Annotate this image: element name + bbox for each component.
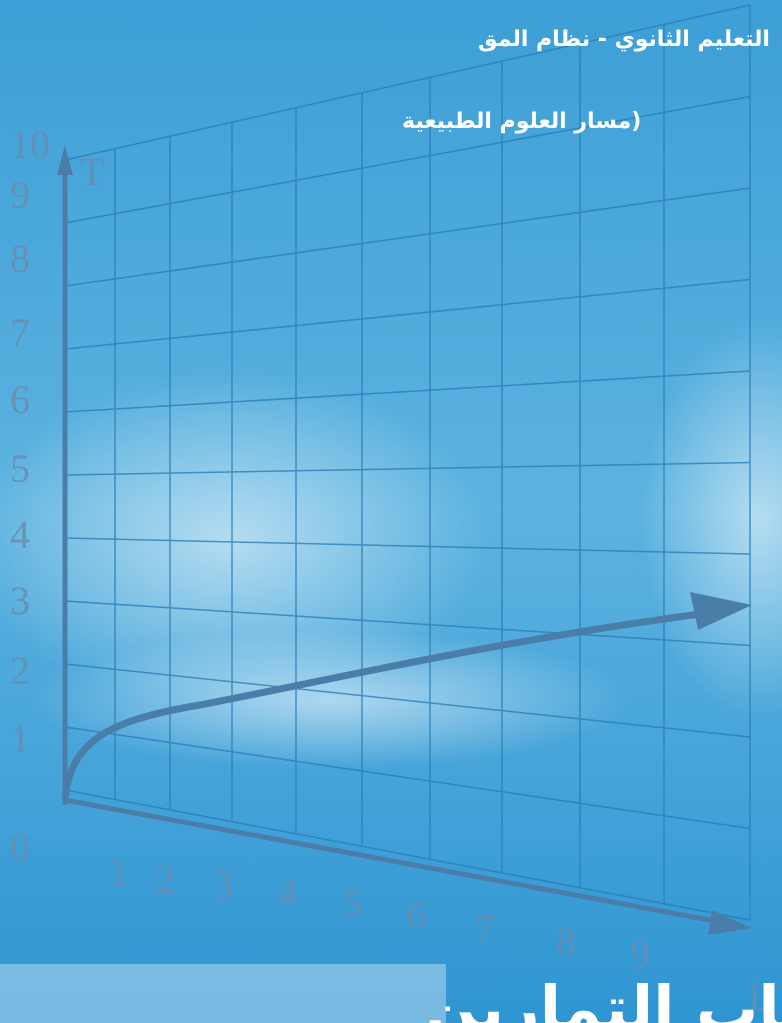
y-label: 9 [10, 172, 30, 217]
y-label: 4 [10, 512, 30, 557]
y-label: 10 [10, 122, 50, 167]
x-axis-arrow [708, 910, 752, 935]
x-label: 5 [342, 880, 362, 925]
grid-line [64, 600, 751, 647]
y-label: 8 [10, 236, 30, 281]
grid-line [64, 789, 751, 921]
x-label: 2 [155, 857, 175, 902]
header-line: التعليم الثانوي - نظام المق [478, 27, 770, 52]
grid [64, 4, 751, 921]
header-line: (مسار العلوم الطبيعية [402, 109, 641, 134]
cloud [30, 630, 630, 770]
grid-line [64, 278, 751, 350]
axis-label: L [748, 974, 772, 1019]
curve [61, 608, 716, 801]
y-label: 2 [10, 648, 30, 693]
x-label: 3 [213, 862, 233, 907]
y-label: 6 [10, 377, 30, 422]
y-label: 5 [10, 446, 30, 491]
y-axis-arrow [57, 145, 73, 175]
grid-line [64, 4, 751, 161]
axis-label: T [80, 149, 104, 194]
y-label: 7 [10, 310, 30, 355]
book-title: كتاب التمارين [425, 972, 782, 1023]
x-label: 8 [556, 919, 576, 964]
x-label: 9 [630, 932, 650, 977]
grid-line [64, 726, 751, 830]
x-label: 1 [108, 849, 128, 894]
x-label: 4 [277, 870, 297, 915]
grid-line [64, 370, 751, 413]
x-axis [64, 797, 721, 925]
grid-line [64, 461, 751, 476]
y-label: 0 [10, 824, 30, 869]
grid-line [64, 537, 751, 555]
title-box [0, 964, 446, 1023]
x-label: 7 [475, 906, 495, 951]
grid-line [64, 187, 751, 287]
y-label: 1 [10, 716, 30, 761]
cloud [0, 370, 490, 710]
curve-arrow [690, 592, 752, 630]
y-label: 3 [10, 578, 30, 623]
grid-line [64, 663, 751, 738]
grid-line [64, 95, 751, 224]
x-label: 6 [406, 892, 426, 937]
y-labels: 0 1 2 3 4 5 6 7 8 9 10 [10, 122, 50, 869]
